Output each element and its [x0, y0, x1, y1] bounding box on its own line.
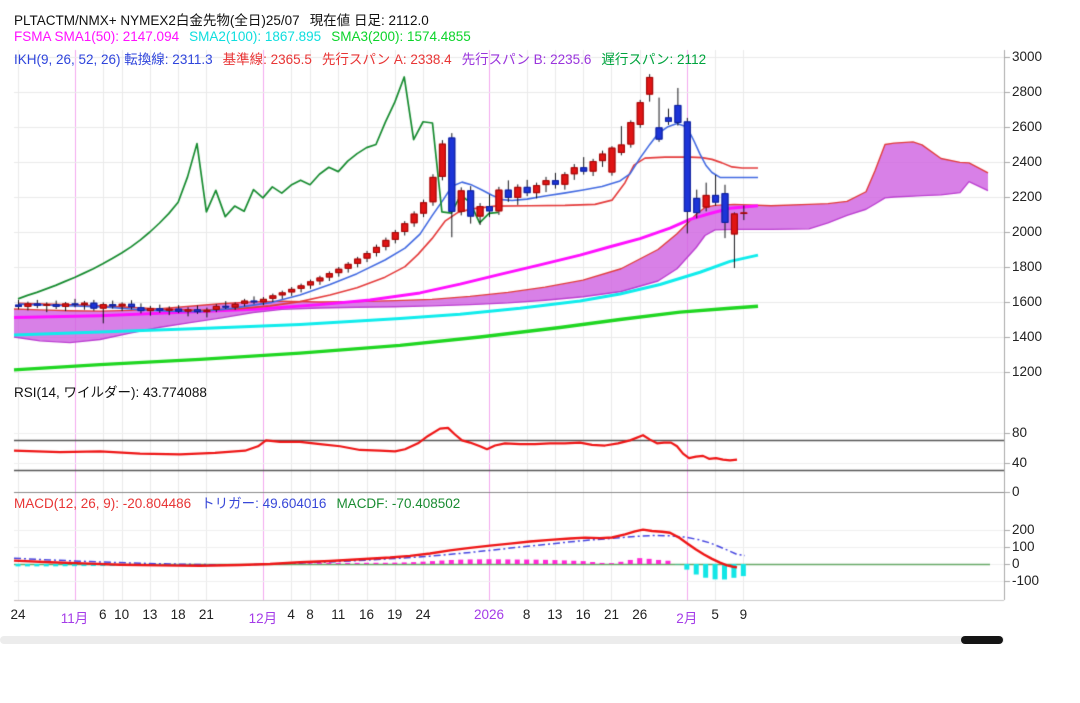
- date-axis-label: 11: [331, 607, 346, 622]
- current-value-label: 現在値 日足: 2112.0: [309, 13, 429, 28]
- chart-title-line: PLTACTM/NMX+ NYMEX2白金先物(全日)25/07 現在値 日足: …: [14, 9, 439, 29]
- horizontal-scrollbar-track[interactable]: [0, 636, 1004, 644]
- date-axis-label: 13: [142, 607, 158, 622]
- sma-legend-line: FSMA SMA1(50): 2147.094 SMA2(100): 1867.8…: [14, 29, 481, 44]
- macd-axis-label: 0: [1012, 556, 1020, 571]
- price-axis-label: 3000: [1012, 49, 1043, 64]
- price-axis-label: 2200: [1012, 189, 1043, 204]
- macd-axis-label: 200: [1012, 522, 1035, 537]
- sma3-legend: SMA3(200): 1574.4855: [331, 29, 471, 44]
- rsi-indicator-label: RSI(14, ワイルダー): 43.774088: [14, 385, 207, 400]
- date-axis-label: 5: [711, 607, 719, 622]
- macd-axis-label: 100: [1012, 539, 1035, 554]
- rsi-axis-label: 80: [1012, 425, 1028, 440]
- kijun-legend: 基準線: 2365.5: [222, 52, 312, 67]
- price-axis-label: 1800: [1012, 259, 1043, 274]
- ikh-tenkan-legend: IKH(9, 26, 52, 26) 転換線: 2311.3: [14, 52, 213, 67]
- sma2-legend: SMA2(100): 1867.895: [189, 29, 322, 44]
- symbol-title: PLTACTM/NMX+ NYMEX2白金先物(全日)25/07: [14, 13, 300, 28]
- date-axis-label: 16: [575, 607, 591, 622]
- date-axis-label: 8: [306, 607, 314, 622]
- sma1-legend: FSMA SMA1(50): 2147.094: [14, 29, 180, 44]
- date-axis-label: 18: [170, 607, 186, 622]
- macd-value-label: MACD(12, 26, 9): -20.804486: [14, 496, 192, 511]
- date-axis-label: 21: [603, 607, 619, 622]
- date-axis-month-label: 11月: [60, 611, 89, 626]
- date-axis-label: 4: [287, 607, 295, 622]
- price-axis-label: 2800: [1012, 84, 1043, 99]
- date-axis-label: 24: [10, 607, 26, 622]
- date-axis-month-label: 2026: [473, 607, 505, 622]
- price-axis-label: 2400: [1012, 154, 1043, 169]
- horizontal-scrollbar-handle[interactable]: [961, 636, 1003, 644]
- price-axis-label: 1400: [1012, 329, 1043, 344]
- price-axis-label: 2600: [1012, 119, 1043, 134]
- trigger-value-label: トリガー: 49.604016: [201, 496, 327, 511]
- senkou-a-legend: 先行スパン A: 2338.4: [321, 52, 452, 67]
- rsi-axis-label: 0: [1012, 484, 1020, 499]
- date-axis-label: 6: [99, 607, 107, 622]
- senkou-b-legend: 先行スパン B: 2235.6: [461, 52, 592, 67]
- macdf-value-label: MACDF: -70.408502: [336, 496, 461, 511]
- date-axis-month-label: 12月: [248, 611, 278, 626]
- ichimoku-legend-line: IKH(9, 26, 52, 26) 転換線: 2311.3 基準線: 2365.…: [14, 48, 716, 68]
- price-axis-label: 1600: [1012, 294, 1043, 309]
- date-axis-label: 19: [387, 607, 403, 622]
- date-axis-label: 26: [632, 607, 648, 622]
- date-axis-label: 13: [547, 607, 563, 622]
- date-axis-label: 8: [522, 607, 531, 622]
- price-axis-label: 2000: [1012, 224, 1043, 239]
- date-axis-label: 10: [114, 607, 130, 622]
- chikou-legend: 遅行スパン: 2112: [601, 52, 707, 67]
- macd-axis-label: -100: [1012, 573, 1040, 588]
- date-axis-month-label: 2月: [676, 611, 698, 626]
- date-axis-label: 9: [739, 607, 748, 622]
- price-axis-label: 1200: [1012, 364, 1043, 379]
- rsi-axis-label: 40: [1012, 454, 1028, 470]
- date-axis-label: 24: [415, 607, 431, 622]
- date-axis-label: 21: [198, 607, 214, 622]
- macd-indicator-label: MACD(12, 26, 9): -20.804486 トリガー: 49.6040…: [14, 492, 470, 512]
- date-axis-label: 16: [359, 607, 375, 622]
